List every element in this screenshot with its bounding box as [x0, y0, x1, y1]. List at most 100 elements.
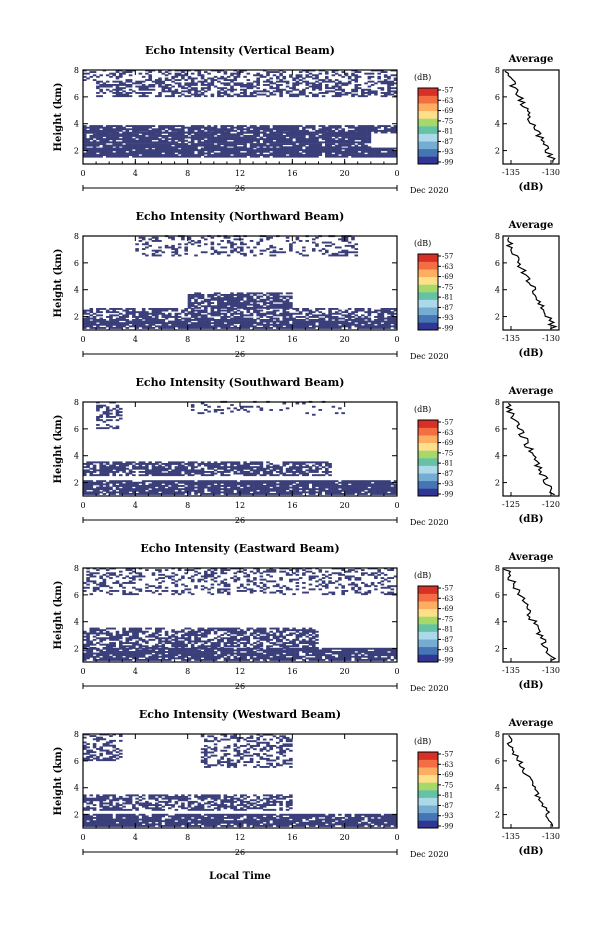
echo-cell	[210, 143, 215, 146]
echo-cell	[86, 461, 90, 464]
echo-cell	[187, 154, 192, 157]
echo-cell	[210, 84, 215, 86]
echo-cell	[128, 486, 133, 489]
echo-cell	[158, 474, 162, 477]
echo-cell	[174, 82, 179, 85]
echo-cell	[312, 249, 316, 252]
echo-cell	[249, 150, 254, 153]
echo-cell	[233, 93, 238, 96]
echo-cell	[318, 483, 323, 486]
echo-cell	[357, 325, 362, 328]
echo-cell	[249, 85, 254, 88]
echo-cell	[318, 72, 323, 75]
colorbar-segment	[418, 141, 438, 150]
echo-cell	[145, 72, 149, 75]
echo-cell	[377, 150, 381, 153]
echo-cell	[177, 323, 182, 326]
echo-cell	[200, 236, 205, 239]
echo-cell	[269, 147, 273, 150]
echo-cell	[351, 131, 355, 134]
echo-cell	[236, 138, 241, 141]
echo-cell	[367, 323, 372, 326]
echo-cell	[102, 474, 107, 477]
echo-cell	[122, 317, 126, 320]
echo-cell	[161, 90, 166, 93]
x-tick-label: 12	[235, 335, 245, 344]
echo-cell	[243, 131, 247, 134]
echo-cell	[207, 295, 211, 298]
echo-cell	[390, 488, 395, 491]
echo-cell	[259, 491, 264, 494]
echo-cell	[187, 493, 192, 495]
echo-cell	[383, 92, 388, 94]
echo-cell	[266, 141, 270, 144]
echo-cell	[236, 136, 241, 139]
echo-cell	[125, 131, 130, 134]
echo-cell	[377, 75, 381, 78]
echo-cell	[135, 133, 139, 136]
echo-cell	[318, 325, 323, 328]
echo-cell	[377, 129, 381, 132]
echo-cell	[334, 125, 339, 128]
echo-cell	[96, 143, 100, 146]
echo-cell	[328, 327, 332, 329]
echo-cell	[292, 322, 296, 325]
echo-cell	[272, 485, 277, 487]
echo-cell	[230, 322, 234, 325]
echo-cell	[181, 480, 185, 483]
echo-cell	[213, 298, 218, 301]
echo-cell	[285, 480, 290, 483]
echo-cell	[292, 84, 296, 86]
echo-cell	[357, 141, 362, 144]
echo-cell	[210, 306, 215, 309]
echo-cell	[122, 464, 126, 467]
echo-cell	[151, 472, 156, 475]
echo-cell	[223, 144, 228, 147]
echo-cell	[357, 493, 362, 495]
echo-cell	[204, 131, 208, 134]
echo-cell	[210, 483, 215, 486]
echo-cell	[272, 322, 277, 325]
echo-cell	[230, 155, 234, 158]
echo-cell	[177, 485, 182, 487]
echo-cell	[331, 126, 336, 129]
echo-cell	[282, 141, 287, 144]
echo-cell	[89, 155, 94, 158]
echo-cell	[305, 138, 309, 141]
echo-cell	[99, 135, 103, 137]
echo-cell	[190, 88, 195, 91]
echo-cell	[347, 322, 352, 325]
echo-cell	[338, 254, 342, 257]
echo-cell	[213, 472, 218, 475]
echo-cell	[125, 488, 130, 491]
echo-cell	[171, 244, 175, 247]
echo-cell	[380, 317, 385, 320]
echo-cell	[361, 152, 365, 155]
echo-cell	[334, 489, 339, 492]
echo-cell	[331, 254, 336, 257]
echo-cell	[89, 135, 94, 137]
echo-cell	[213, 491, 218, 494]
echo-cell	[112, 491, 116, 494]
echo-cell	[128, 481, 133, 484]
echo-cell	[361, 131, 365, 134]
echo-cell	[217, 312, 221, 315]
echo-cell	[390, 483, 395, 486]
colorbar-segment	[418, 314, 438, 323]
echo-cell	[276, 325, 280, 328]
echo-cell	[190, 480, 195, 483]
profile-y-tick-label: 2	[495, 147, 500, 156]
echo-cell	[102, 319, 107, 321]
echo-cell	[223, 143, 228, 146]
echo-cell	[357, 316, 362, 318]
echo-cell	[279, 154, 283, 157]
echo-cell	[236, 155, 241, 158]
echo-cell	[220, 316, 224, 318]
echo-cell	[289, 139, 293, 142]
echo-cell	[292, 308, 296, 310]
echo-cell	[361, 483, 365, 486]
echo-cell	[279, 303, 283, 306]
echo-cell	[168, 308, 172, 310]
echo-cell	[220, 136, 224, 139]
echo-cell	[266, 90, 270, 93]
